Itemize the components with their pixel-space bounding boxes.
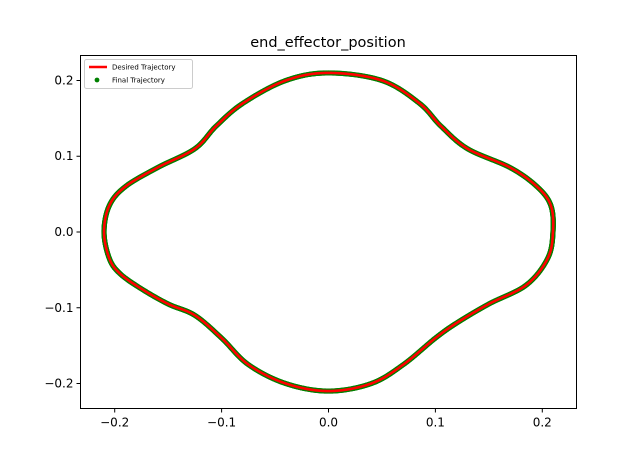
y-axis-ticks: 0.2 0.1 0.0 −0.1 −0.2 bbox=[44, 73, 81, 391]
plot-area bbox=[101, 70, 556, 394]
x-axis-ticks: −0.2 −0.1 0.0 0.1 0.2 bbox=[100, 408, 552, 430]
chart-title: end_effector_position bbox=[250, 35, 406, 51]
legend-frame bbox=[84, 59, 193, 89]
x-tick-label: −0.2 bbox=[100, 416, 129, 430]
x-tick-label: 0.1 bbox=[426, 416, 445, 430]
legend-swatch-final bbox=[94, 77, 100, 83]
y-tick-label: 0.2 bbox=[54, 73, 73, 87]
x-tick-label: 0.2 bbox=[533, 416, 552, 430]
y-tick-label: −0.2 bbox=[44, 377, 73, 391]
y-tick-label: −0.1 bbox=[44, 301, 73, 315]
series-desired-trajectory-line bbox=[102, 71, 555, 393]
legend: Desired Trajectory Final Trajectory bbox=[84, 59, 193, 89]
y-tick-label: 0.1 bbox=[54, 149, 73, 163]
legend-label-final: Final Trajectory bbox=[112, 77, 165, 85]
y-tick-label: 0.0 bbox=[54, 225, 73, 239]
legend-label-desired: Desired Trajectory bbox=[112, 64, 176, 72]
x-tick-label: −0.1 bbox=[207, 416, 236, 430]
x-tick-label: 0.0 bbox=[319, 416, 338, 430]
